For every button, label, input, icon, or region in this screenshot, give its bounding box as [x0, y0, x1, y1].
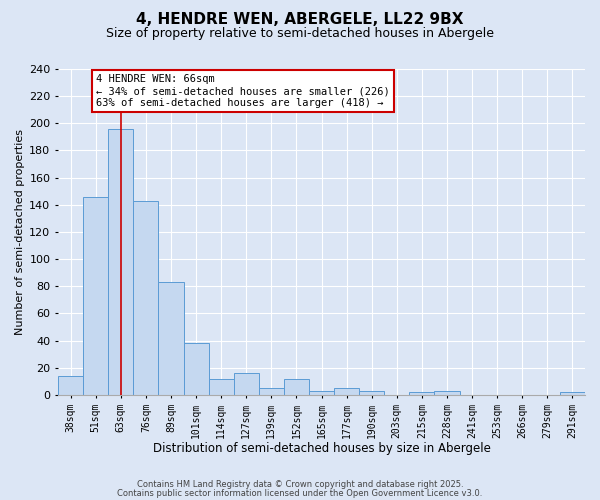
Text: Contains public sector information licensed under the Open Government Licence v3: Contains public sector information licen…: [118, 488, 482, 498]
Text: Contains HM Land Registry data © Crown copyright and database right 2025.: Contains HM Land Registry data © Crown c…: [137, 480, 463, 489]
Bar: [560, 392, 585, 395]
Bar: [58, 376, 83, 395]
Bar: [133, 200, 158, 395]
Y-axis label: Number of semi-detached properties: Number of semi-detached properties: [15, 129, 25, 335]
Bar: [158, 282, 184, 395]
Bar: [184, 344, 209, 395]
Bar: [434, 391, 460, 395]
Bar: [284, 378, 309, 395]
Bar: [334, 388, 359, 395]
Bar: [359, 391, 384, 395]
Text: Size of property relative to semi-detached houses in Abergele: Size of property relative to semi-detach…: [106, 28, 494, 40]
X-axis label: Distribution of semi-detached houses by size in Abergele: Distribution of semi-detached houses by …: [152, 442, 490, 455]
Bar: [309, 391, 334, 395]
Text: 4, HENDRE WEN, ABERGELE, LL22 9BX: 4, HENDRE WEN, ABERGELE, LL22 9BX: [136, 12, 464, 28]
Bar: [209, 378, 234, 395]
Bar: [409, 392, 434, 395]
Text: 4 HENDRE WEN: 66sqm
← 34% of semi-detached houses are smaller (226)
63% of semi-: 4 HENDRE WEN: 66sqm ← 34% of semi-detach…: [95, 74, 389, 108]
Bar: [259, 388, 284, 395]
Bar: [83, 196, 108, 395]
Bar: [108, 129, 133, 395]
Bar: [234, 373, 259, 395]
